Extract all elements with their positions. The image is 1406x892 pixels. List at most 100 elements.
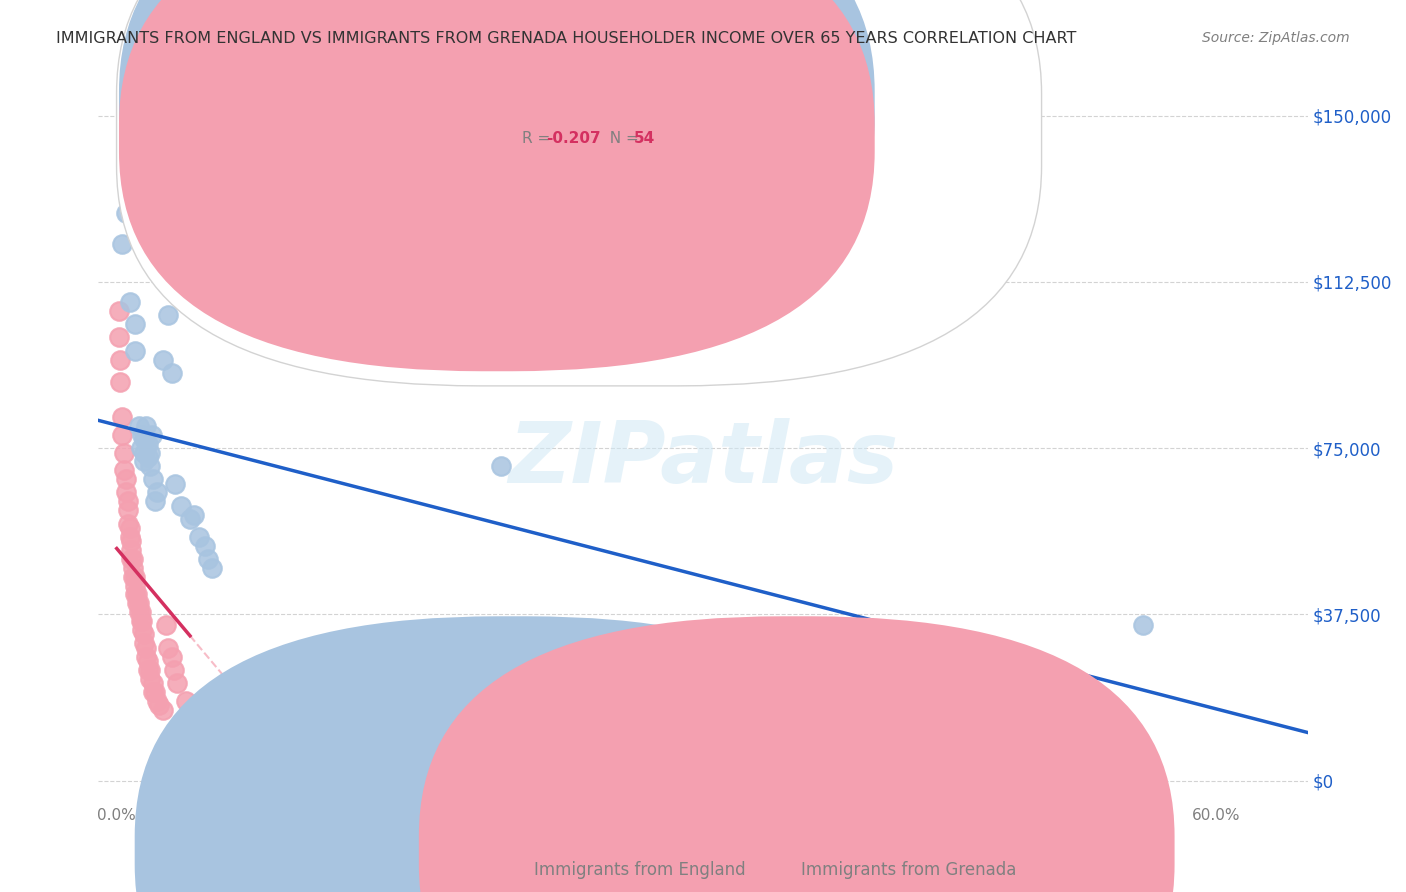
- Point: [128, 605, 150, 619]
- Point: [129, 605, 152, 619]
- Point: [152, 352, 174, 367]
- Point: [176, 694, 198, 708]
- Point: [491, 458, 513, 473]
- Point: [118, 294, 141, 309]
- Text: Source: ZipAtlas.com: Source: ZipAtlas.com: [1202, 31, 1350, 45]
- Point: [129, 441, 152, 455]
- Point: [138, 458, 160, 473]
- Point: [124, 578, 146, 592]
- Point: [134, 454, 156, 468]
- Point: [399, 676, 422, 690]
- Point: [157, 640, 180, 655]
- Point: [129, 614, 152, 628]
- Point: [157, 308, 180, 322]
- Point: [179, 707, 201, 722]
- Point: [1132, 618, 1154, 632]
- Point: [152, 703, 174, 717]
- Point: [136, 436, 159, 450]
- Point: [131, 623, 153, 637]
- Point: [148, 698, 170, 713]
- Text: N =: N =: [600, 131, 644, 146]
- Point: [134, 432, 156, 446]
- Point: [120, 543, 142, 558]
- Point: [125, 596, 148, 610]
- Point: [124, 587, 146, 601]
- Point: [138, 672, 160, 686]
- Point: [165, 476, 187, 491]
- Text: ZIPatlas: ZIPatlas: [508, 417, 898, 500]
- Point: [162, 663, 184, 677]
- Point: [134, 636, 156, 650]
- Text: -0.207: -0.207: [546, 131, 600, 146]
- Point: [118, 521, 141, 535]
- Point: [142, 685, 165, 699]
- Point: [136, 654, 159, 668]
- Text: N =: N =: [600, 97, 644, 112]
- Point: [201, 561, 224, 575]
- Point: [128, 419, 150, 434]
- FancyBboxPatch shape: [135, 616, 890, 892]
- Point: [194, 539, 217, 553]
- Point: [170, 499, 193, 513]
- Point: [117, 516, 139, 531]
- Point: [142, 676, 165, 690]
- Point: [122, 552, 145, 566]
- Text: 34: 34: [634, 97, 655, 112]
- Point: [143, 685, 166, 699]
- Point: [110, 375, 132, 389]
- Point: [128, 596, 150, 610]
- Point: [134, 445, 156, 459]
- FancyBboxPatch shape: [117, 0, 1042, 386]
- Text: R =: R =: [522, 97, 555, 112]
- Text: R =: R =: [522, 131, 555, 146]
- Point: [111, 410, 134, 425]
- Point: [118, 530, 141, 544]
- Point: [115, 472, 138, 486]
- Text: IMMIGRANTS FROM ENGLAND VS IMMIGRANTS FROM GRENADA HOUSEHOLDER INCOME OVER 65 YE: IMMIGRANTS FROM ENGLAND VS IMMIGRANTS FR…: [56, 31, 1077, 46]
- Point: [117, 503, 139, 517]
- Point: [136, 663, 159, 677]
- Point: [120, 534, 142, 549]
- Point: [166, 676, 188, 690]
- Point: [188, 530, 211, 544]
- Point: [125, 587, 148, 601]
- Point: [143, 494, 166, 508]
- Point: [115, 206, 138, 220]
- Point: [146, 694, 169, 708]
- Point: [112, 463, 135, 477]
- Point: [131, 614, 153, 628]
- Point: [131, 428, 153, 442]
- Point: [146, 485, 169, 500]
- Text: 54: 54: [634, 131, 655, 146]
- Point: [138, 445, 160, 459]
- Text: Immigrants from Grenada: Immigrants from Grenada: [801, 861, 1017, 879]
- Text: -0.345: -0.345: [546, 97, 600, 112]
- Point: [115, 485, 138, 500]
- Point: [112, 445, 135, 459]
- Point: [124, 343, 146, 358]
- Point: [111, 237, 134, 252]
- Point: [122, 561, 145, 575]
- Point: [134, 627, 156, 641]
- Point: [107, 330, 129, 344]
- Point: [142, 472, 165, 486]
- FancyBboxPatch shape: [120, 0, 875, 371]
- Point: [183, 508, 205, 522]
- Point: [107, 303, 129, 318]
- Point: [136, 450, 159, 464]
- Point: [122, 570, 145, 584]
- Point: [135, 649, 157, 664]
- Text: Immigrants from England: Immigrants from England: [534, 861, 747, 879]
- Point: [117, 494, 139, 508]
- FancyBboxPatch shape: [120, 0, 875, 338]
- Point: [135, 419, 157, 434]
- Point: [155, 618, 177, 632]
- Point: [160, 649, 183, 664]
- Point: [141, 428, 163, 442]
- Point: [110, 352, 132, 367]
- Point: [124, 317, 146, 331]
- Point: [135, 640, 157, 655]
- Point: [120, 552, 142, 566]
- FancyBboxPatch shape: [419, 616, 1174, 892]
- Point: [111, 428, 134, 442]
